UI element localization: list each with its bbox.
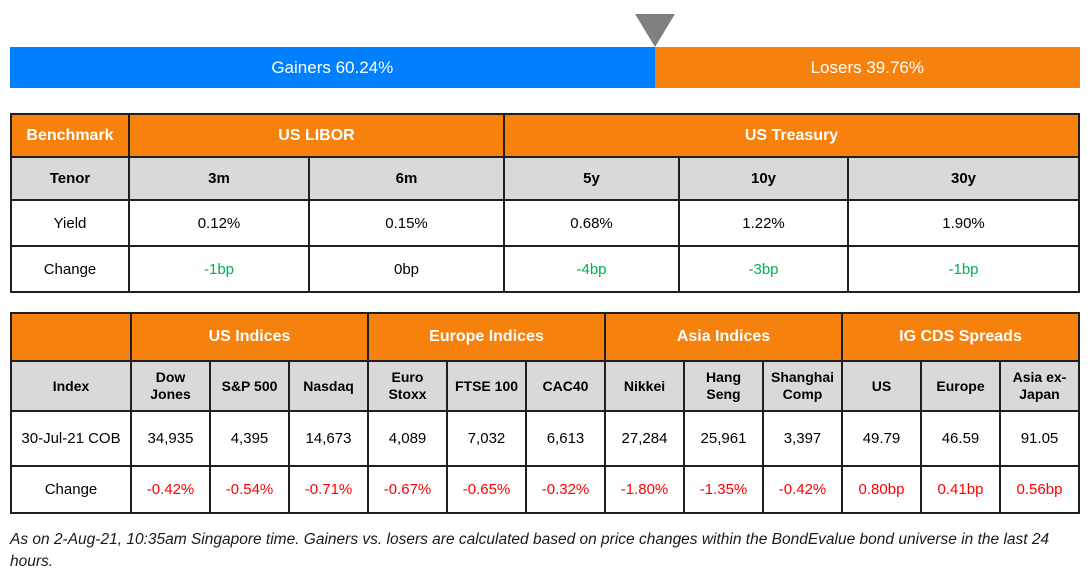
footnote: As on 2-Aug-21, 10:35am Singapore time. … (10, 531, 1050, 570)
change-europe-cds: 0.41bp (920, 465, 1001, 514)
change-5y-value: -4bp (503, 245, 681, 293)
gainers-losers-marker-row (10, 8, 1080, 47)
change-nasdaq: -0.71% (288, 465, 369, 514)
indices-table: US Indices Europe Indices Asia Indices I… (10, 312, 1080, 514)
value-ftse100: 7,032 (446, 410, 527, 467)
europe-indices-group-header: Europe Indices (367, 312, 606, 362)
yield-5y-value: 0.68% (503, 199, 681, 247)
value-nikkei: 27,284 (604, 410, 685, 467)
asia-indices-group-header: Asia Indices (604, 312, 843, 362)
yield-3m-value: 0.12% (128, 199, 310, 247)
change-6m-value: 0bp (307, 245, 506, 293)
col-header-ftse100: FTSE 100 (446, 360, 527, 412)
change-10y-value: -3bp (678, 245, 850, 293)
triangle-down-icon (634, 14, 675, 47)
tenor-header-10y: 10y (678, 156, 850, 201)
value-cac40: 6,613 (525, 410, 606, 467)
change-us-cds: 0.80bp (841, 465, 922, 514)
tenor-header-5y: 5y (503, 156, 681, 201)
value-hang-seng: 25,961 (683, 410, 764, 467)
change-asia-ex-japan-cds: 0.56bp (999, 465, 1080, 514)
change-nikkei: -1.80% (604, 465, 685, 514)
gainers-label: Gainers 60.24% (271, 57, 394, 77)
losers-segment: Losers 39.76% (654, 47, 1080, 88)
col-header-hang-seng: Hang Seng (683, 360, 764, 412)
value-dow-jones: 34,935 (130, 410, 211, 467)
yield-6m-value: 0.15% (307, 199, 506, 247)
col-header-europe: Europe (920, 360, 1001, 412)
yield-row-label: Yield (10, 199, 130, 247)
gainers-segment: Gainers 60.24% (10, 47, 655, 88)
tenor-header-30y: 30y (847, 156, 1080, 201)
col-header-us: US (841, 360, 922, 412)
change-dow-jones: -0.42% (130, 465, 211, 514)
value-europe-cds: 46.59 (920, 410, 1001, 467)
change-3m-value: -1bp (128, 245, 310, 293)
us-treasury-group-header: US Treasury (503, 113, 1080, 158)
col-header-euro-stoxx: Euro Stoxx (367, 360, 448, 412)
change-euro-stoxx: -0.67% (367, 465, 448, 514)
benchmark-table: Benchmark US LIBOR US Treasury Tenor 3m … (10, 113, 1080, 293)
yield-10y-value: 1.22% (678, 199, 850, 247)
tenor-header-3m: 3m (128, 156, 310, 201)
col-header-sp500: S&P 500 (209, 360, 290, 412)
us-libor-group-header: US LIBOR (127, 113, 506, 158)
col-header-shanghai-comp: Shanghai Comp (762, 360, 843, 412)
col-header-cac40: CAC40 (525, 360, 606, 412)
date-row-label: 30-Jul-21 COB (10, 410, 132, 467)
benchmark-corner-header: Benchmark (10, 113, 130, 158)
tenor-header-6m: 6m (307, 156, 506, 201)
col-header-nikkei: Nikkei (604, 360, 685, 412)
change-cac40: -0.32% (525, 465, 606, 514)
benchmark-change-row-label: Change (10, 245, 130, 293)
change-sp500: -0.54% (209, 465, 290, 514)
change-shanghai-comp: -0.42% (762, 465, 843, 514)
value-asia-ex-japan-cds: 91.05 (999, 410, 1080, 467)
gainers-losers-bar: Gainers 60.24% Losers 39.76% (10, 47, 1080, 88)
us-indices-group-header: US Indices (130, 312, 369, 362)
change-30y-value: -1bp (847, 245, 1080, 293)
change-ftse100: -0.65% (446, 465, 527, 514)
ig-cds-spreads-group-header: IG CDS Spreads (841, 312, 1080, 362)
yield-30y-value: 1.90% (847, 199, 1080, 247)
indices-corner-header (10, 312, 132, 362)
index-row-header: Index (10, 360, 132, 412)
change-hang-seng: -1.35% (683, 465, 764, 514)
tenor-row-header: Tenor (10, 156, 130, 201)
value-sp500: 4,395 (209, 410, 290, 467)
col-header-asia-ex-japan: Asia ex-Japan (999, 360, 1080, 412)
col-header-dow-jones: Dow Jones (130, 360, 211, 412)
value-euro-stoxx: 4,089 (367, 410, 448, 467)
col-header-nasdaq: Nasdaq (288, 360, 369, 412)
indices-change-row-label: Change (10, 465, 132, 514)
losers-label: Losers 39.76% (810, 57, 924, 77)
value-shanghai-comp: 3,397 (762, 410, 843, 467)
value-nasdaq: 14,673 (288, 410, 369, 467)
value-us-cds: 49.79 (841, 410, 922, 467)
